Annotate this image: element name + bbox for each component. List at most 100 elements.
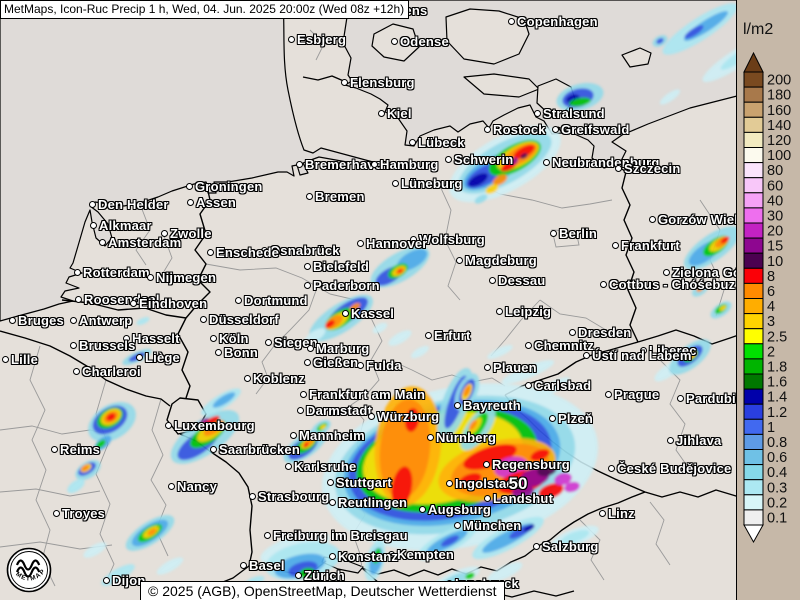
legend-swatch xyxy=(743,328,764,345)
precip-cell-erzgebirge-wisps xyxy=(487,345,570,399)
precip-cell-liberec-cell xyxy=(654,339,711,382)
precip-blob xyxy=(411,345,429,359)
precip-blob xyxy=(719,305,727,311)
legend-swatch xyxy=(743,162,764,179)
precip-cell-munich-streak-east xyxy=(472,516,544,560)
precip-blob xyxy=(304,328,326,344)
precip-blob xyxy=(474,194,488,204)
precip-cell-hannover-cell xyxy=(370,246,430,288)
legend-swatch xyxy=(743,237,764,254)
legend-tick-label: 4 xyxy=(767,299,775,315)
precip-blob xyxy=(325,320,335,328)
legend-swatch xyxy=(743,207,764,224)
precip-blob xyxy=(560,530,590,544)
border-be-de xyxy=(177,317,191,399)
precip-blob xyxy=(373,548,381,564)
precip-cell-mannheim-cell xyxy=(283,420,331,463)
precip-cell-munich-streak-west xyxy=(417,524,477,560)
legend-swatch xyxy=(743,147,764,164)
attribution-bar: © 2025 (AGB), OpenStreetMap, Deutscher W… xyxy=(140,581,505,600)
legend-tick-label: 0.6 xyxy=(767,450,787,466)
legend-swatch xyxy=(743,222,764,239)
legend-swatch xyxy=(743,252,764,269)
legend-tick-label: 2.5 xyxy=(767,329,787,345)
precip-blob xyxy=(319,424,327,430)
precip-cell-zielona-small-2 xyxy=(710,301,732,319)
legend-tick-label: 40 xyxy=(767,193,783,209)
precip-blob xyxy=(388,330,412,346)
precip-blob xyxy=(203,419,225,437)
precip-cell-mecklenburg-cell xyxy=(449,125,561,204)
precip-blob xyxy=(96,439,106,449)
legend-tick-label: 80 xyxy=(767,163,783,179)
precip-blob xyxy=(684,25,704,39)
precip-blob xyxy=(520,153,528,159)
legend-swatch xyxy=(743,509,764,526)
legend-swatch xyxy=(743,298,764,315)
logo-inner-ring xyxy=(10,551,48,589)
legend-swatch xyxy=(743,403,764,420)
legend-panel: l/m2 200 180 160 140 120 100 80 60 40 30 20 15 10 8 6 4 3… xyxy=(736,0,800,600)
precip-blob xyxy=(136,316,150,326)
legend-swatch xyxy=(743,479,764,496)
legend-swatch xyxy=(743,433,764,450)
precip-blob xyxy=(465,572,475,580)
precip-blob xyxy=(468,173,488,187)
precip-cell-bavaria-west-core xyxy=(374,386,442,508)
precip-cell-pomerania-wisp xyxy=(659,89,681,105)
legend-tick-label: 100 xyxy=(767,148,791,164)
precipitation-layer xyxy=(67,3,774,595)
legend-tick-label: 30 xyxy=(767,208,783,224)
legend-tick-label: 10 xyxy=(767,254,783,270)
precip-blob xyxy=(458,473,482,487)
border-nl-de xyxy=(185,181,211,319)
precip-blob xyxy=(487,562,523,582)
legend-swatch xyxy=(743,267,764,284)
legend-swatch xyxy=(743,343,764,360)
precip-blob xyxy=(501,360,555,384)
island-bornholm xyxy=(621,47,652,68)
precip-cell-erfurt-wisps xyxy=(372,322,429,359)
legend-tick-label: 15 xyxy=(767,239,783,255)
precip-blob xyxy=(147,528,157,536)
legend-swatch xyxy=(743,71,764,88)
border-de-at xyxy=(361,491,646,577)
precip-blob xyxy=(537,463,557,477)
precip-blob xyxy=(468,419,478,431)
precip-cell-konstanz-streak xyxy=(364,540,386,582)
legend-unit-label: l/m2 xyxy=(743,21,773,38)
legend-swatch xyxy=(743,116,764,133)
precip-cell-eindhoven-wisp xyxy=(136,316,150,326)
legend-tick-label: 1.6 xyxy=(767,375,787,391)
precip-blob xyxy=(492,174,508,186)
precip-blob xyxy=(106,413,116,421)
precip-blob xyxy=(523,524,535,532)
legend-swatch xyxy=(743,192,764,209)
legend-swatch xyxy=(743,313,764,330)
border-dk-de xyxy=(302,75,347,83)
precip-cell-bayreuth-band xyxy=(460,405,496,451)
north-sea xyxy=(0,0,376,322)
legend-tick-label: 140 xyxy=(767,118,791,134)
precip-blob xyxy=(487,345,513,359)
legend-swatch xyxy=(743,282,764,299)
precip-blob xyxy=(485,184,499,194)
precip-blob xyxy=(659,89,681,105)
legend-swatch xyxy=(743,494,764,511)
legend-swatch xyxy=(743,358,764,375)
legend-tick-label: 60 xyxy=(767,178,783,194)
precip-cell-baltic-wisp-1 xyxy=(662,3,738,55)
legend-tick-label: 0.3 xyxy=(767,480,787,496)
legend-tick-label: 1.8 xyxy=(767,359,787,375)
precip-blob xyxy=(534,377,570,399)
precip-cell-salzburg-streak xyxy=(551,525,599,549)
legend-bottom-arrow xyxy=(743,524,764,544)
precip-cell-innsbruck-streak-2 xyxy=(487,562,523,582)
precip-blob xyxy=(404,408,420,432)
legend-swatch xyxy=(743,131,764,148)
precip-blob xyxy=(372,322,388,334)
legend-swatch xyxy=(743,388,764,405)
precip-max-label: 50 xyxy=(508,474,528,493)
precip-blob xyxy=(199,417,209,425)
precip-blob xyxy=(564,481,580,493)
